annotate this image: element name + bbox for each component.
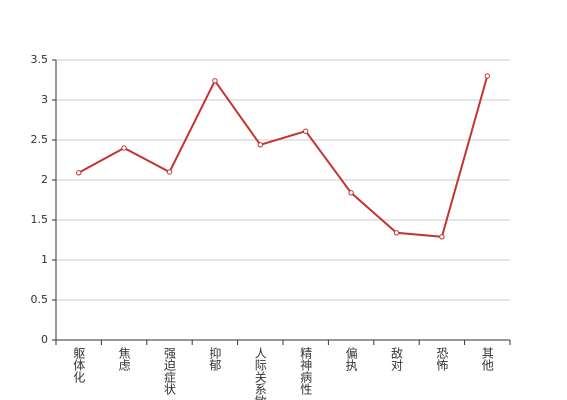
y-tick-label: 1.5 xyxy=(31,213,49,226)
line xyxy=(78,75,489,238)
point xyxy=(76,170,82,176)
y-tick-label: 2 xyxy=(41,173,48,186)
point xyxy=(393,230,400,236)
x-tick-label: 人际关系敏感 xyxy=(253,347,267,400)
y-tick-label: 0 xyxy=(41,333,48,346)
point xyxy=(212,78,218,84)
point xyxy=(484,73,490,79)
x-tick-label: 抑郁 xyxy=(208,346,222,372)
x-tick-label: 敌对 xyxy=(390,346,404,371)
x-tick-label: 偏执 xyxy=(344,346,358,372)
y-tick-label: 2.5 xyxy=(31,133,49,146)
x-tick-label: 焦虑 xyxy=(117,347,131,371)
x-tick-label: 精神病性 xyxy=(299,347,313,396)
point xyxy=(166,169,173,175)
y-tick-label: 3.5 xyxy=(31,53,49,66)
point xyxy=(439,234,445,240)
x-tick-label: 恐怖 xyxy=(435,347,449,371)
point xyxy=(348,190,354,196)
y-tick-label: 0.5 xyxy=(31,293,49,306)
point xyxy=(303,128,309,134)
x-tick-label: 其他 xyxy=(480,347,494,371)
y-tick-label: 1 xyxy=(41,253,48,266)
x-tick-label: 躯体化 xyxy=(72,346,86,384)
point xyxy=(257,142,263,148)
point xyxy=(121,145,127,151)
y-tick-label: 3 xyxy=(41,93,48,106)
x-tick-label: 强迫症状 xyxy=(163,347,177,395)
